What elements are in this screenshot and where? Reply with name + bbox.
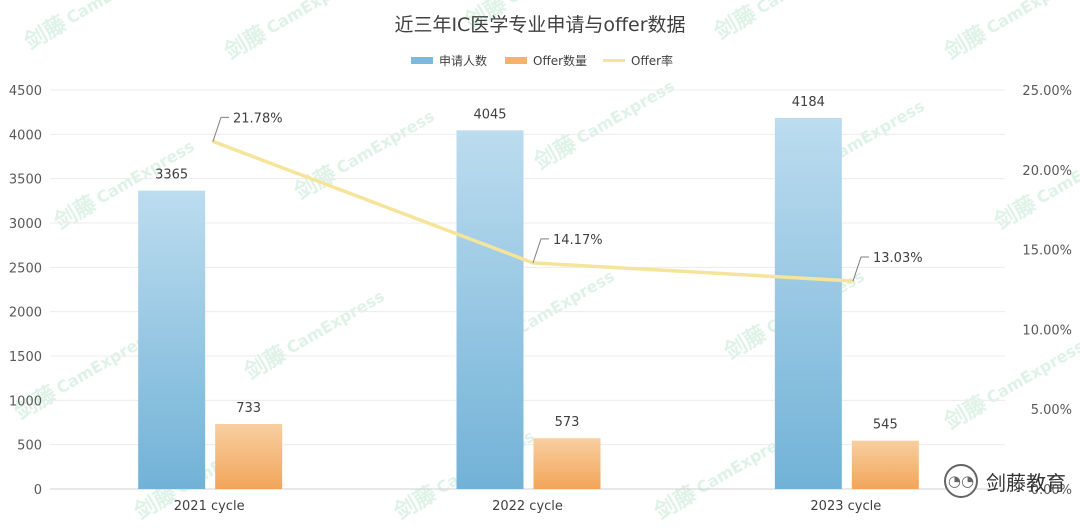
brand-badge-text: 剑藤教育 <box>986 470 1066 495</box>
bar-offers-1 <box>533 438 601 489</box>
bar-value-label: 4045 <box>473 107 506 122</box>
watermark-en: CamExpress <box>983 0 1080 38</box>
line-value-label: 21.78% <box>233 111 283 126</box>
y-left-tick-label: 2000 <box>9 306 42 321</box>
bar-value-label: 733 <box>236 401 261 416</box>
watermark-cn: 剑藤 <box>529 130 582 176</box>
y-right-tick-label: 20.00% <box>1022 164 1072 179</box>
watermark-cn: 剑藤 <box>989 190 1042 236</box>
bar-applicants-1 <box>456 130 524 490</box>
bar-value-label: 545 <box>873 418 898 433</box>
y-left-tick-label: 4500 <box>9 84 42 99</box>
watermark-en: CamExpress <box>573 76 678 147</box>
wechat-icon: ◔◔ <box>944 464 978 498</box>
y-left-tick-label: 1500 <box>9 350 42 365</box>
legend-label: Offer数量 <box>533 53 587 68</box>
watermark-en: CamExpress <box>263 0 368 38</box>
bar-offers-2 <box>851 440 919 489</box>
watermark-cn: 剑藤 <box>939 390 992 436</box>
y-left-tick-label: 500 <box>17 439 42 454</box>
y-left-tick-label: 3500 <box>9 173 42 188</box>
watermark-en: CamExpress <box>333 106 438 177</box>
bar-applicants-2 <box>774 118 842 489</box>
watermark-cn: 剑藤 <box>709 0 762 46</box>
watermark-en: CamExpress <box>983 336 1080 407</box>
bar-value-label: 3365 <box>155 168 188 183</box>
callout-leader <box>532 238 549 264</box>
x-category-label: 2021 cycle <box>174 499 245 514</box>
y-right-tick-label: 25.00% <box>1022 84 1072 99</box>
callout-leader <box>212 116 229 142</box>
y-left-tick-label: 0 <box>34 483 42 498</box>
watermark-en: CamExpress <box>513 266 618 337</box>
y-right-tick-label: 15.00% <box>1022 244 1072 259</box>
legend-label: 申请人数 <box>439 53 487 68</box>
brand-badge: ◔◔ 剑藤教育 <box>944 464 1066 498</box>
bars-layer <box>138 118 919 490</box>
y-left-tick-label: 2500 <box>9 261 42 276</box>
watermark-cn: 剑藤 <box>19 10 72 56</box>
watermark-cn: 剑藤 <box>289 160 342 206</box>
watermark-cn: 剑藤 <box>49 190 102 236</box>
chart-title: 近三年IC医学专业申请与offer数据 <box>394 14 685 36</box>
y-left-tick-label: 3000 <box>9 217 42 232</box>
watermark-en: CamExpress <box>283 286 388 357</box>
bar-applicants-0 <box>138 190 206 490</box>
legend-swatch <box>505 57 527 64</box>
watermark-cn: 剑藤 <box>389 480 442 526</box>
legend: 申请人数 Offer数量 Offer率 <box>411 53 673 68</box>
line-value-label: 13.03% <box>873 251 923 266</box>
watermark-en: CamExpress <box>503 0 608 8</box>
gridlines <box>50 89 1005 490</box>
watermark-cn: 剑藤 <box>219 20 272 66</box>
watermark-cn: 剑藤 <box>649 480 702 526</box>
watermark-en: CamExpress <box>753 0 858 18</box>
watermark-en: CamExpress <box>63 0 168 28</box>
line-layer <box>211 139 855 283</box>
legend-swatch <box>411 57 433 64</box>
y-right-tick-label: 0.00% <box>1031 483 1072 498</box>
x-category-label: 2023 cycle <box>810 499 881 514</box>
line-value-label: 14.17% <box>553 233 603 248</box>
y-right-tick-label: 10.00% <box>1022 323 1072 338</box>
callout-leader <box>852 256 869 282</box>
y-left-tick-label: 1000 <box>9 394 42 409</box>
x-category-label: 2022 cycle <box>492 499 563 514</box>
watermark-cn: 剑藤 <box>719 320 772 366</box>
offer-rate-line <box>212 139 854 283</box>
y-right-tick-label: 5.00% <box>1031 403 1072 418</box>
bar-value-label: 573 <box>555 415 580 430</box>
bar-offers-0 <box>215 424 283 489</box>
y-left-tick-label: 4000 <box>9 128 42 143</box>
watermark-cn: 剑藤 <box>939 20 992 66</box>
axes-layer: 0 500 1000 1500 2000 2500 3000 3500 4000 4500 0.00… <box>9 84 1072 514</box>
labels-layer: 3365 733 4045 573 4184 545 21.78% 14.17% 13.03% <box>155 95 922 433</box>
bar-value-label: 4184 <box>792 95 825 110</box>
watermark-cn: 剑藤 <box>239 340 292 386</box>
legend-label: Offer率 <box>631 53 673 68</box>
